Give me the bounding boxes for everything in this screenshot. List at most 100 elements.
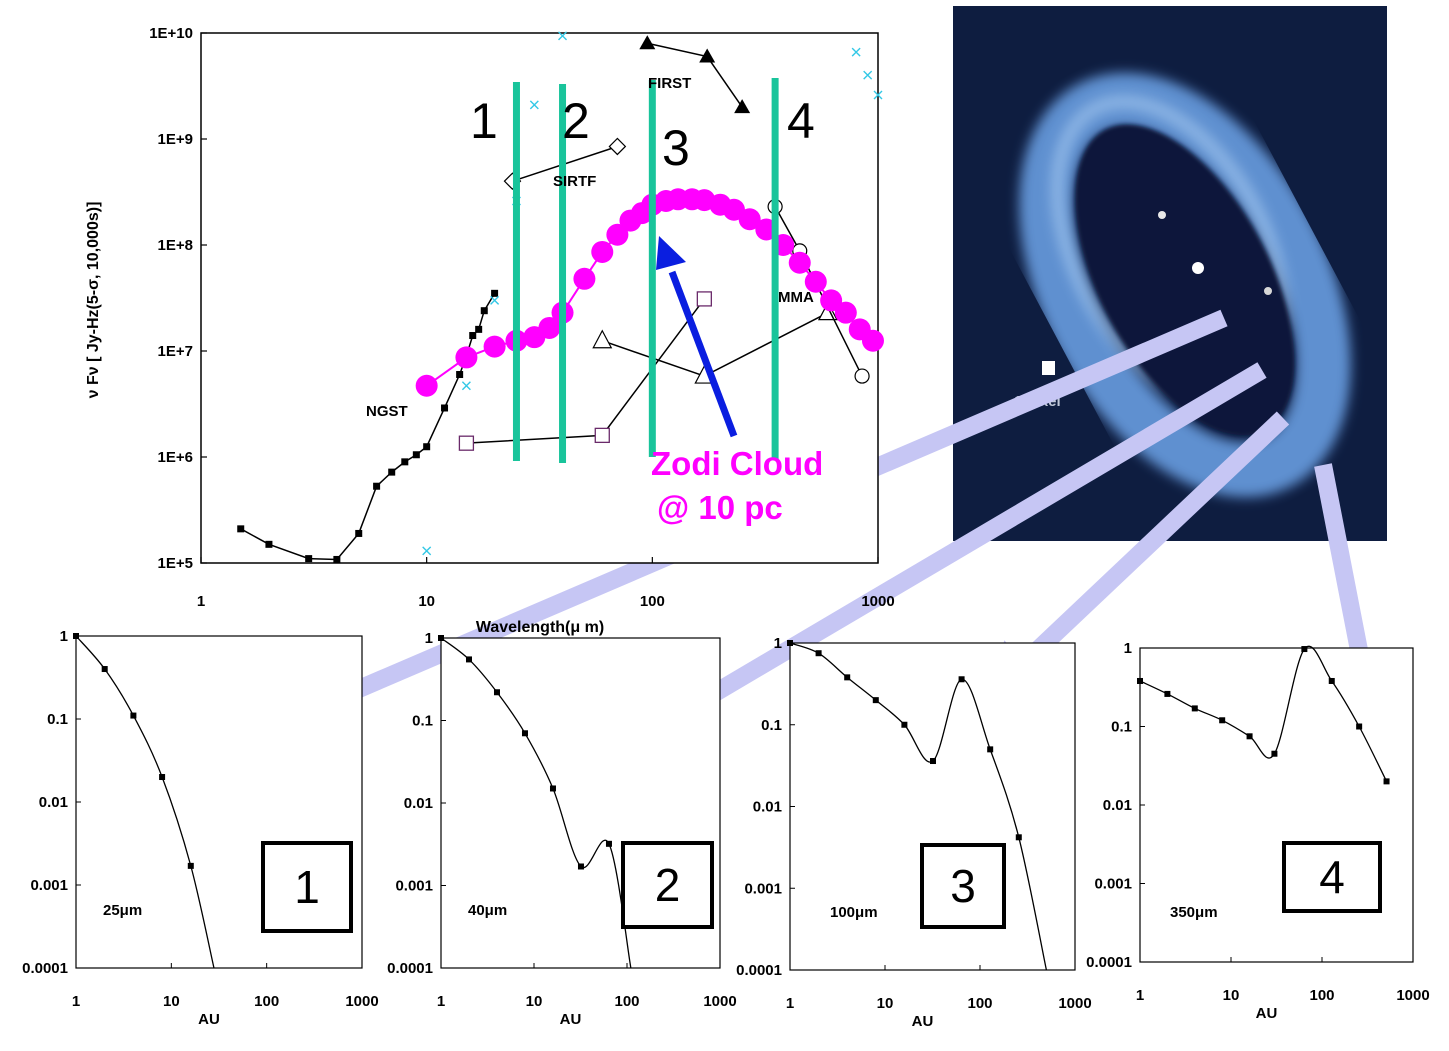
- data-point: [333, 555, 341, 563]
- data-point: [493, 689, 500, 696]
- data-point: [355, 529, 363, 537]
- data-point: [815, 650, 822, 657]
- y-tick-label: 0.1: [1111, 719, 1132, 736]
- x-tick-label: 1000: [703, 993, 736, 1010]
- data-point: [456, 371, 464, 379]
- data-point: [854, 368, 870, 384]
- x-axis-label: AU: [1256, 1005, 1278, 1022]
- y-tick-label: 1E+5: [158, 555, 193, 572]
- x-tick-label: 10: [163, 993, 180, 1010]
- y-axis-label: ν Fν [ Jy-Hz(5-σ, 10,000s)]: [85, 202, 102, 399]
- y-tick-label: 0.0001: [1086, 954, 1132, 971]
- data-point: [639, 35, 656, 50]
- y-tick-label: 1E+7: [158, 343, 193, 360]
- data-point: [73, 633, 79, 639]
- y-tick-label: 0.001: [1094, 876, 1132, 893]
- y-tick-label: 0.01: [39, 794, 68, 811]
- data-point: [469, 332, 477, 340]
- x-axis-label: Wavelength(μ m): [476, 619, 604, 636]
- data-point: [483, 335, 506, 358]
- y-tick-label: 0.1: [412, 713, 433, 730]
- x-tick-label: 1000: [345, 993, 378, 1010]
- data-point: [305, 555, 313, 563]
- data-point: [237, 525, 245, 533]
- panel-number: 2: [655, 859, 681, 911]
- label-ngst: NGST: [366, 403, 408, 420]
- band-number-3: 3: [662, 120, 690, 176]
- y-tick-label: 0.001: [30, 877, 68, 894]
- wavelength-annotation: 350μm: [1170, 904, 1218, 921]
- data-point: [441, 404, 449, 412]
- star-point: [1264, 287, 1272, 295]
- data-point: [1301, 646, 1308, 653]
- data-point: [480, 307, 488, 315]
- y-tick-label: 0.01: [404, 795, 433, 812]
- x-tick-label: 1: [197, 593, 205, 610]
- profile-curve: [1139, 645, 1388, 782]
- data-point: [834, 301, 857, 324]
- y-tick-label: 0.1: [761, 717, 782, 734]
- x-tick-label: 10: [526, 993, 543, 1010]
- data-point: [461, 381, 471, 391]
- x-tick-label: 1000: [861, 593, 894, 610]
- label-first: FIRST: [648, 75, 691, 92]
- data-point: [101, 666, 108, 673]
- y-tick-label: 1E+9: [158, 131, 193, 148]
- series-first: [639, 35, 751, 114]
- data-point: [529, 100, 539, 110]
- panel-2: 0.0001 0.001 0.01 0.1 1 1 10 100 1000 AU 2 40μm: [387, 630, 737, 1028]
- data-point: [1356, 723, 1363, 730]
- main-sed-chart: 1E+51E+61E+71E+81E+91E+101 10 100 1000 1 2 …: [85, 25, 895, 636]
- x-tick-label: 100: [640, 593, 665, 610]
- data-point: [820, 289, 843, 312]
- x-axis-label: AU: [560, 1011, 582, 1028]
- data-point: [373, 482, 381, 490]
- zodi-label-line2: @ 10 pc: [657, 489, 783, 526]
- y-tick-label: 0.01: [753, 799, 782, 816]
- zodi-arrow-shaft: [668, 270, 738, 438]
- data-point: [458, 435, 475, 451]
- y-tick-label: 0.001: [395, 878, 433, 895]
- data-point: [873, 90, 883, 100]
- y-tick-label: 1E+10: [149, 25, 193, 42]
- x-axis-label: AU: [198, 1011, 220, 1028]
- y-tick-label: 0.001: [744, 880, 782, 897]
- y-tick-label: 0.0001: [22, 960, 68, 977]
- x-tick-label: 10: [418, 593, 435, 610]
- data-point: [1219, 717, 1226, 724]
- data-point: [491, 289, 499, 297]
- y-tick-label: 1: [60, 628, 68, 645]
- series-unnamed-3: [458, 291, 712, 451]
- panel-number: 1: [294, 861, 320, 913]
- panel-number-box: [1282, 841, 1382, 913]
- data-point: [929, 758, 936, 765]
- panel-number: 4: [1319, 851, 1345, 903]
- series-ngst: [237, 289, 499, 563]
- data-point: [412, 451, 420, 459]
- x-tick-label: 1: [437, 993, 445, 1010]
- data-point: [844, 674, 851, 681]
- y-tick-label: 0.01: [1103, 797, 1132, 814]
- panel-1: 0.0001 0.001 0.01 0.1 1 1 10 100 1000 AU 1 25μm: [22, 628, 379, 1028]
- data-point: [872, 697, 879, 704]
- data-point: [1137, 677, 1143, 684]
- label-sirtf: SIRTF: [553, 173, 596, 190]
- data-point: [388, 468, 396, 476]
- panel-3: 0.0001 0.001 0.01 0.1 1 1 10 100 1000 AU 3 100μm: [736, 635, 1092, 1030]
- data-point: [1271, 750, 1278, 757]
- data-point: [577, 863, 584, 870]
- data-point: [423, 443, 431, 451]
- data-point: [159, 774, 166, 781]
- data-point: [738, 208, 761, 231]
- x-tick-label: 1000: [1058, 995, 1091, 1012]
- debris-disk-image: 1 pixel: [953, 6, 1387, 541]
- x-tick-label: 1000: [1396, 987, 1429, 1004]
- band-number-1: 1: [470, 93, 498, 149]
- data-point: [415, 374, 438, 397]
- data-point: [605, 840, 612, 847]
- label-mma: MMA: [778, 289, 814, 306]
- data-point: [1164, 690, 1171, 697]
- y-tick-label: 1E+6: [158, 449, 193, 466]
- data-point: [788, 251, 811, 274]
